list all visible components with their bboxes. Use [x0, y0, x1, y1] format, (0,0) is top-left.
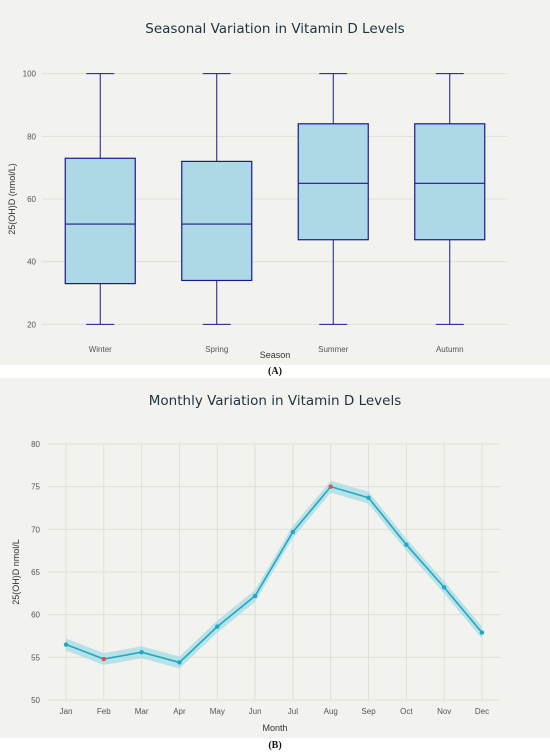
monthly-line-chart: Monthly Variation in Vitamin D Levels 50 5… [11, 393, 500, 733]
highlight-point [101, 656, 107, 662]
iqr-box [181, 160, 253, 282]
monthly-chart-panel: Monthly Variation in Vitamin D Levels 50 5… [0, 378, 550, 738]
x-tick-label: Summer [318, 345, 349, 354]
x-axis-title: Month [262, 723, 287, 733]
chart-title: Monthly Variation in Vitamin D Levels [149, 393, 402, 409]
y-tick-label: 60 [31, 611, 40, 620]
iqr-box [297, 123, 369, 241]
data-point [177, 660, 182, 665]
data-point [366, 495, 371, 500]
data-point [404, 542, 409, 547]
chart-title: Seasonal Variation in Vitamin D Levels [145, 21, 404, 37]
y-tick-label: 55 [31, 653, 40, 662]
seasonal-chart-panel: Seasonal Variation in Vitamin D Levels 20… [0, 0, 550, 365]
x-tick-label: May [210, 707, 225, 716]
caption-a: (A) [268, 366, 282, 377]
data-point [63, 642, 69, 647]
data-point [215, 624, 220, 629]
y-axis-title: 25(OH)D (nmol/L) [7, 163, 17, 235]
data-point [252, 593, 258, 599]
y-tick-label: 80 [27, 132, 36, 141]
data-point [290, 529, 296, 535]
x-tick-label: Sep [361, 707, 376, 716]
x-tick-label: Nov [437, 707, 451, 716]
x-tick-label: Jan [60, 707, 73, 716]
caption-b: (B) [268, 740, 282, 751]
x-tick-label: Spring [205, 345, 228, 354]
y-tick-label: 70 [31, 525, 40, 534]
seasonal-box-plot: Seasonal Variation in Vitamin D Levels 20… [7, 21, 508, 360]
y-tick-label: 50 [31, 696, 40, 705]
x-tick-label: Jun [249, 707, 262, 716]
series-line [65, 485, 483, 664]
y-tick-label: 60 [27, 195, 36, 204]
y-tick-label: 80 [31, 440, 40, 449]
x-tick-label: Winter [89, 345, 112, 354]
y-tick-label: 40 [27, 258, 36, 267]
x-tick-label: Apr [173, 707, 186, 716]
y-tick-label: 100 [23, 70, 37, 79]
y-tick-label: 65 [31, 568, 40, 577]
x-axis-title: Season [260, 350, 291, 360]
x-tick-label: Jul [288, 707, 298, 716]
iqr-box [64, 157, 136, 285]
highlight-point [328, 484, 333, 489]
x-tick-label: Dec [475, 707, 489, 716]
x-tick-label: Autumn [436, 345, 464, 354]
iqr-box [414, 123, 486, 241]
x-tick-label: Feb [97, 707, 111, 716]
y-tick-label: 20 [27, 320, 36, 329]
data-point [441, 585, 447, 590]
x-tick-label: Mar [135, 707, 149, 716]
x-tick-label: Oct [400, 707, 413, 716]
y-tick-label: 75 [31, 483, 40, 492]
data-point [479, 630, 485, 635]
data-point [139, 650, 144, 655]
x-tick-label: Aug [324, 707, 338, 716]
confidence-band [66, 480, 482, 669]
y-axis-title: 25(OH)D nmol/L [11, 539, 21, 605]
